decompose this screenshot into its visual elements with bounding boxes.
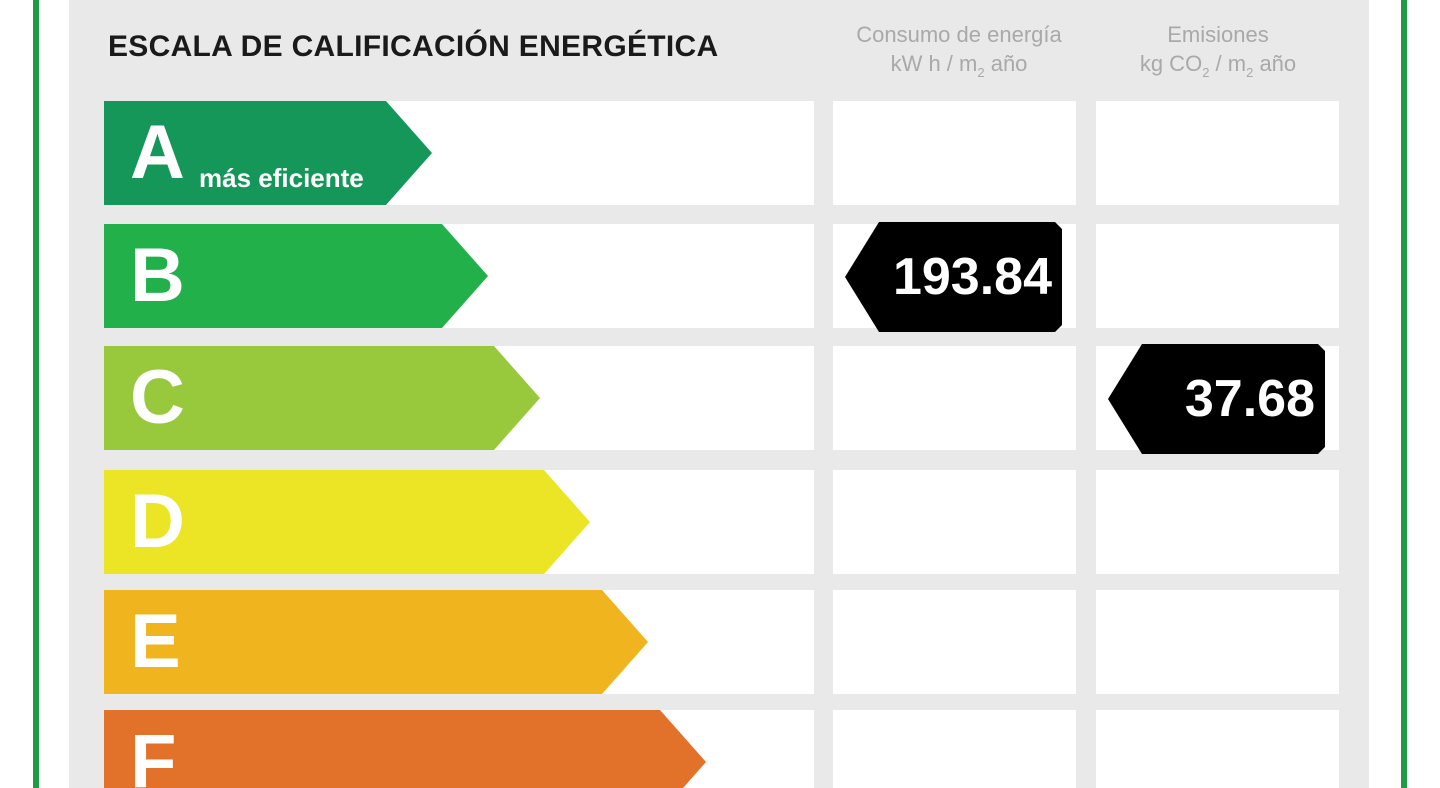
rating-row-d: D [0,470,1440,574]
rating-letter-d: D [130,479,185,564]
rating-arrow-b [104,224,490,328]
rating-sublabel-a: más eficiente [199,163,364,193]
frame-border-left [33,0,39,788]
energy-cell [833,710,1076,788]
emissions-cell [1096,590,1339,694]
emissions-header-unit: kg CO2 / m2 año [1139,51,1297,80]
emissions-cell [1096,710,1339,788]
rating-row-b: B 193.84 [0,222,1440,332]
emissions-value-badge: 37.68 [1108,344,1325,454]
rating-arrow-d [104,470,592,574]
energy-header-line1: Consumo de energía [856,22,1062,47]
energy-cell [833,470,1076,574]
energy-cell [833,101,1076,205]
rating-letter-a: A [130,110,185,195]
rating-letter-f: F [130,719,177,788]
emissions-header-line1: Emisiones [1167,22,1269,47]
energy-cell [833,590,1076,694]
rating-arrow-f [104,710,710,788]
rating-letter-e: E [130,599,181,684]
rating-arrow-a [104,101,434,205]
frame-border-right [1401,0,1407,788]
rating-arrow-c [104,346,542,450]
energy-column-header: Consumo de energía kW h / m2 año [834,20,1084,87]
scale-title: ESCALA DE CALIFICACIÓN ENERGÉTICA [108,30,719,63]
emissions-cell [1096,224,1339,328]
emissions-value: 37.68 [1184,370,1315,428]
rating-row-c: C 37.68 [0,344,1440,454]
emissions-column-header: Emisiones kg CO2 / m2 año [1093,20,1343,87]
energy-value-badge: 193.84 [845,222,1062,332]
rating-row-e: E [0,590,1440,694]
emissions-cell [1096,470,1339,574]
rating-letter-b: B [130,233,185,318]
emissions-cell [1096,101,1339,205]
rating-arrow-e [104,590,650,694]
energy-header-unit: kW h / m2 año [890,51,1028,80]
rating-letter-c: C [130,355,185,440]
energy-cell [833,346,1076,450]
rating-row-f: F [0,710,1440,788]
energy-value: 193.84 [892,248,1052,306]
rating-row-a: A más eficiente [0,101,1440,205]
